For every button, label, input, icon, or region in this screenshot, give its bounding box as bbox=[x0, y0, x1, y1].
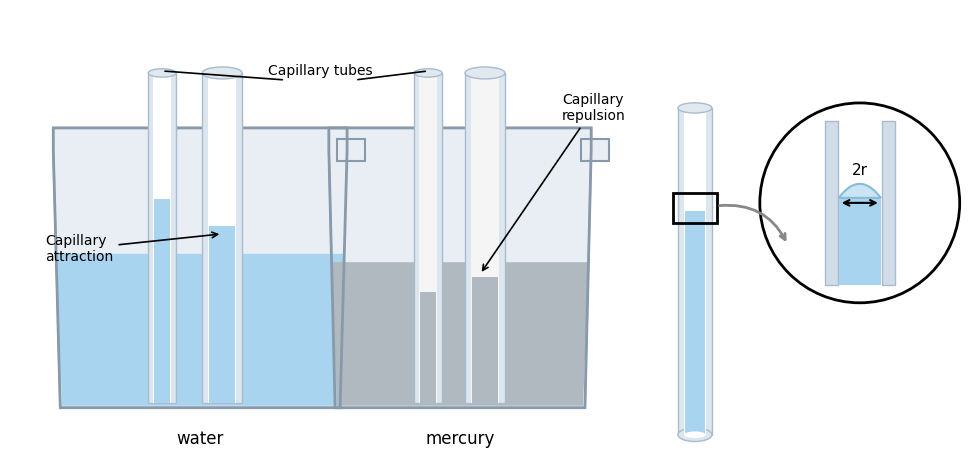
Polygon shape bbox=[471, 73, 499, 403]
Ellipse shape bbox=[414, 69, 442, 77]
Polygon shape bbox=[202, 73, 242, 403]
Ellipse shape bbox=[148, 69, 176, 77]
Polygon shape bbox=[881, 121, 895, 285]
Bar bbox=[673, 193, 717, 223]
Polygon shape bbox=[420, 292, 436, 403]
Ellipse shape bbox=[678, 428, 712, 442]
Polygon shape bbox=[337, 139, 365, 162]
Polygon shape bbox=[465, 73, 505, 403]
Text: water: water bbox=[176, 430, 224, 448]
Polygon shape bbox=[825, 121, 838, 285]
Polygon shape bbox=[331, 262, 589, 406]
Polygon shape bbox=[683, 108, 706, 435]
Polygon shape bbox=[54, 128, 347, 408]
Text: mercury: mercury bbox=[425, 430, 494, 448]
Polygon shape bbox=[414, 73, 442, 403]
Text: Capillary
attraction: Capillary attraction bbox=[45, 232, 217, 264]
Text: Capillary tubes: Capillary tubes bbox=[268, 64, 372, 78]
Ellipse shape bbox=[465, 67, 505, 79]
Polygon shape bbox=[148, 73, 176, 403]
Polygon shape bbox=[581, 139, 609, 162]
Polygon shape bbox=[838, 184, 880, 198]
Polygon shape bbox=[838, 198, 880, 285]
Polygon shape bbox=[684, 211, 705, 435]
Polygon shape bbox=[154, 199, 171, 403]
Polygon shape bbox=[419, 73, 437, 403]
Text: 2r: 2r bbox=[852, 163, 868, 178]
Circle shape bbox=[760, 103, 959, 303]
Polygon shape bbox=[472, 277, 498, 403]
Polygon shape bbox=[56, 254, 345, 406]
Polygon shape bbox=[209, 73, 236, 403]
Text: Capillary
repulsion: Capillary repulsion bbox=[483, 93, 626, 270]
Polygon shape bbox=[210, 226, 235, 403]
Ellipse shape bbox=[683, 431, 706, 438]
Polygon shape bbox=[153, 73, 172, 403]
Polygon shape bbox=[678, 108, 712, 435]
Polygon shape bbox=[329, 128, 591, 408]
Ellipse shape bbox=[678, 103, 712, 113]
Ellipse shape bbox=[202, 67, 242, 79]
